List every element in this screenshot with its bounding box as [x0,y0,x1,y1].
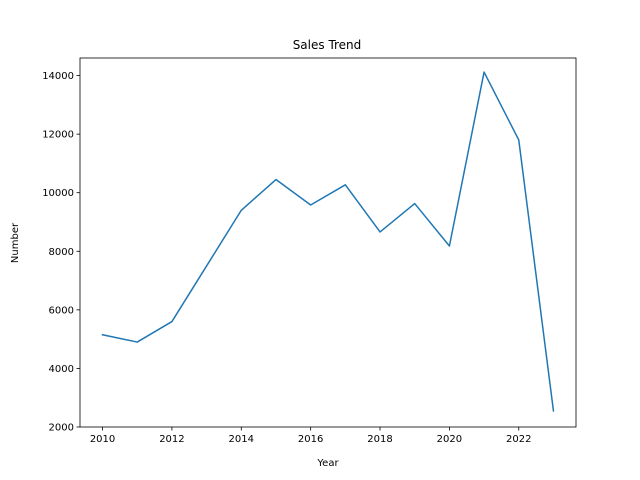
y-axis-ticks: 2000 4000 6000 8000 10000 12000 14000 [42,71,80,434]
plot-marks [101,71,555,412]
y-tick-label: 14000 [42,71,74,82]
y-tick-label: 4000 [49,364,74,375]
y-tick-label: 8000 [49,247,74,258]
chart-title: Sales Trend [293,38,362,52]
x-tick-label: 2022 [506,434,531,445]
x-axis-label: Year [316,458,339,469]
series-line [101,71,555,412]
y-tick-label: 2000 [49,423,74,434]
plot-frame [79,57,577,428]
x-tick-label: 2010 [90,434,115,445]
x-tick-label: 2012 [159,434,184,445]
x-tick-label: 2016 [298,434,323,445]
y-tick-label: 6000 [49,305,74,316]
y-tick-label: 12000 [42,130,74,141]
x-tick-label: 2014 [229,434,254,445]
x-axis-ticks: 2010 2012 2014 2016 2018 2020 2022 [90,427,531,445]
x-tick-label: 2018 [367,434,392,445]
x-tick-label: 2020 [437,434,462,445]
y-axis-label: Number [10,222,21,263]
y-tick-label: 10000 [42,188,74,199]
